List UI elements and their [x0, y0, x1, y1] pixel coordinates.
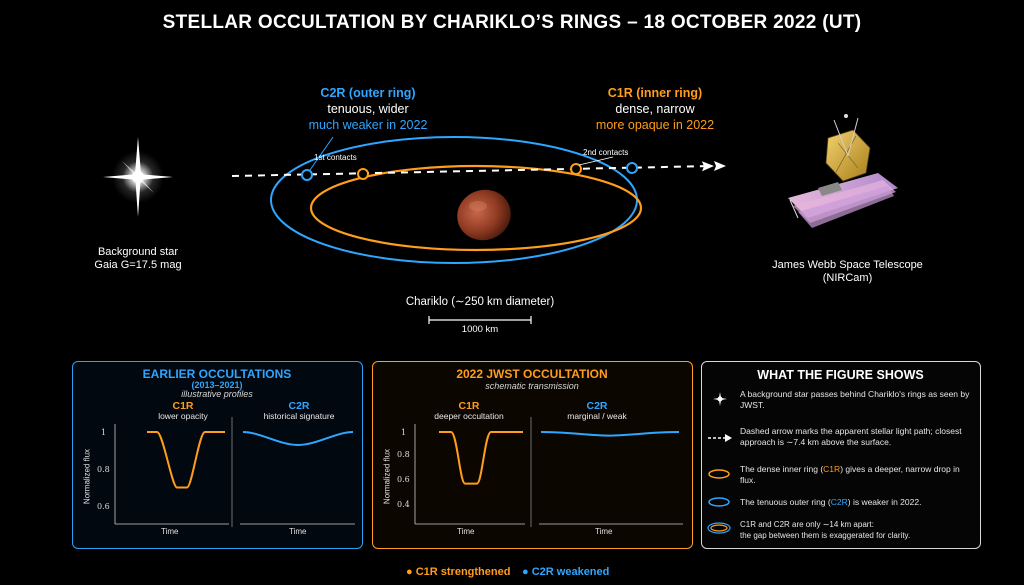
- blue-ring-icon: [708, 497, 730, 507]
- star-label-1: Background star: [97, 246, 179, 258]
- c1r-egress-marker: [570, 163, 582, 175]
- legend-item-c2r: The tenuous outer ring (C2R) is weaker i…: [740, 497, 922, 507]
- legend-item-c1r: The dense inner ring (C1R) gives a deepe…: [740, 464, 960, 485]
- legend-item-star: A background star passes behind Chariklo…: [740, 389, 970, 410]
- legend-panel: WHAT THE FIGURE SHOWS A background star …: [701, 361, 981, 549]
- scale-label: 1000 km: [461, 324, 499, 335]
- panel-subtitle: illustrative profiles: [181, 389, 253, 399]
- c1r-plot-label: C1R: [458, 400, 480, 412]
- scale-bar: [428, 316, 532, 324]
- c1r-desc: dense, narrow: [615, 102, 695, 116]
- background-star-icon: [103, 137, 173, 217]
- orange-ring-icon: [708, 469, 730, 479]
- c2r-note: much weaker in 2022: [308, 118, 428, 132]
- panel-title: EARLIER OCCULTATIONS: [142, 367, 292, 381]
- c2r-desc: tenuous, wider: [327, 102, 409, 116]
- c2r-egress-marker: [626, 162, 638, 174]
- c1r-jwst-curve: [439, 431, 523, 485]
- telescope-label-1: James Webb Space Telescope: [772, 259, 923, 271]
- earlier-occultations-panel: EARLIER OCCULTATIONS (2013–2021) illustr…: [72, 361, 363, 549]
- legend-title: WHAT THE FIGURE SHOWS: [757, 368, 924, 382]
- panel-subtitle: schematic transmission: [485, 381, 579, 391]
- page-title: STELLAR OCCULTATION BY CHARIKLO’S RINGS …: [162, 12, 862, 33]
- legend-item-path: Dashed arrow marks the apparent stellar …: [740, 426, 962, 447]
- ring-diagram: [103, 114, 898, 324]
- c2r-ingress-marker: [301, 169, 313, 181]
- y-tick: 0.8: [97, 465, 110, 474]
- x-axis-label: Time: [161, 527, 179, 536]
- bullet-icon: ●: [406, 566, 413, 578]
- star-icon: [713, 392, 727, 406]
- c1r-plot-label: C1R: [172, 400, 194, 412]
- c2r-plot-sub: marginal / weak: [567, 411, 627, 421]
- y-tick: 0.6: [397, 475, 410, 484]
- c1r-earlier-curve: [147, 431, 225, 489]
- c2r-plot-label: C2R: [288, 400, 310, 412]
- x-axis-label: Time: [457, 527, 475, 536]
- x-axis-label: Time: [289, 527, 307, 536]
- y-tick: 0.8: [397, 450, 410, 459]
- first-contacts-label: 1st contacts: [314, 153, 357, 162]
- c2r-plot-label: C2R: [586, 400, 608, 412]
- c2r-jwst-curve: [540, 431, 680, 437]
- y-tick: 1: [101, 428, 107, 437]
- c1r-plot-sub: lower opacity: [158, 411, 208, 421]
- c2r-plot-sub: historical signature: [263, 411, 335, 421]
- y-tick: 0.6: [97, 502, 110, 511]
- panel-years: (2013–2021): [191, 380, 243, 390]
- dashed-arrow-icon: [708, 434, 732, 442]
- legend-item-gap: C1R and C2R are only ∼14 km apart: the g…: [740, 520, 911, 540]
- footer-c1r: ● C1R strengthened: [406, 566, 511, 578]
- telescope-label-2: (NIRCam): [822, 272, 873, 284]
- x-axis-label: Time: [595, 527, 613, 536]
- panel-title: 2022 JWST OCCULTATION: [456, 367, 608, 381]
- c1r-name: C1R (inner ring): [607, 86, 703, 100]
- footer-c2r: ● C2R weakened: [522, 566, 610, 578]
- jwst-telescope-icon: [788, 114, 898, 228]
- jwst-occultation-panel: 2022 JWST OCCULTATION schematic transmis…: [372, 361, 693, 549]
- bullet-icon: ●: [522, 566, 529, 578]
- c1r-inner-ring: [309, 164, 643, 252]
- chariklo-label: Chariklo (∼250 km diameter): [405, 296, 555, 308]
- c2r-name: C2R (outer ring): [320, 86, 416, 100]
- y-tick: 1: [401, 428, 407, 437]
- y-tick: 0.4: [397, 500, 410, 509]
- double-ring-icon: [707, 522, 731, 534]
- star-label-2: Gaia G=17.5 mag: [94, 259, 182, 271]
- c1r-plot-sub: deeper occultation: [434, 411, 504, 421]
- chariklo-body: [457, 189, 511, 241]
- c1r-ingress-marker: [357, 168, 369, 180]
- c2r-earlier-curve: [242, 431, 354, 446]
- second-contacts-label: 2nd contacts: [583, 148, 629, 157]
- c1r-note: more opaque in 2022: [595, 118, 715, 132]
